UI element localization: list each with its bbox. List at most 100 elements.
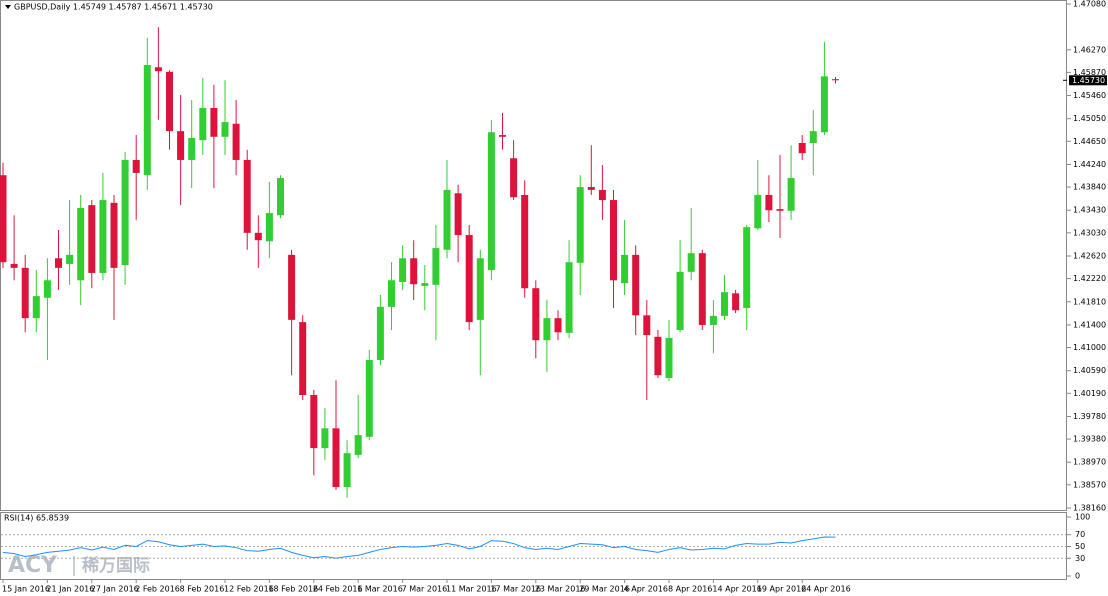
- candle-body: [798, 142, 806, 154]
- y-tick-label: 1.43030: [1073, 228, 1106, 237]
- y-tick-label: 1.44650: [1073, 137, 1106, 146]
- candle-body: [299, 322, 307, 395]
- x-tick-label: 23 Mar 2016: [535, 585, 586, 594]
- y-tick-label: 1.41810: [1073, 297, 1106, 306]
- rsi-title: RSI(14) 65.8539: [4, 514, 69, 523]
- candle-body: [776, 209, 784, 211]
- candle-body: [643, 315, 651, 336]
- current-price-label: 1.45730: [1072, 76, 1105, 85]
- candle-body: [321, 428, 329, 449]
- x-tick-label: 27 Jan 2016: [91, 585, 139, 594]
- y-tick-label: 1.45460: [1073, 91, 1106, 100]
- candle-body: [376, 306, 384, 360]
- candle-body: [632, 254, 640, 316]
- candle-body: [277, 178, 284, 216]
- candle-body: [499, 135, 506, 137]
- y-tick-label: 1.43430: [1073, 206, 1106, 215]
- candle-body: [332, 428, 340, 488]
- candle-body: [77, 207, 85, 281]
- candle-body: [410, 258, 418, 285]
- candle-body: [443, 189, 451, 250]
- candle-body: [598, 189, 606, 201]
- x-tick-label: 1 Mar 2016: [357, 585, 403, 594]
- candle-body: [476, 258, 484, 320]
- candle-body: [154, 67, 162, 72]
- x-tick-label: 29 Mar 2016: [579, 585, 630, 594]
- candle-body: [110, 202, 118, 268]
- candle-body: [254, 232, 262, 241]
- candle-body: [709, 315, 717, 325]
- candle-body: [665, 337, 673, 379]
- x-tick-label: 4 Apr 2016: [624, 585, 668, 594]
- watermark-brand: ACY: [8, 553, 58, 578]
- candle-body: [809, 131, 817, 143]
- chart-title: GBPUSD,Daily 1.45749 1.45787 1.45671 1.4…: [14, 3, 213, 12]
- candle-body: [399, 258, 407, 282]
- candle-body: [587, 187, 595, 190]
- candle-body: [743, 227, 751, 308]
- candle-body: [32, 296, 40, 319]
- candle-body: [765, 194, 773, 211]
- x-tick-label: 24 Apr 2016: [801, 585, 850, 594]
- y-tick-label: 1.39380: [1073, 435, 1106, 444]
- x-tick-label: 12 Feb 2016: [224, 585, 274, 594]
- y-tick-label: 1.46270: [1073, 45, 1106, 54]
- candle-body: [288, 254, 296, 320]
- menu-arrow[interactable]: [5, 5, 11, 9]
- candle-body: [832, 79, 839, 81]
- y-tick-label: 1.40190: [1073, 389, 1106, 398]
- candle-body: [610, 200, 617, 281]
- candle-body: [21, 267, 29, 319]
- candle-body: [188, 137, 196, 160]
- candle-body: [10, 263, 18, 268]
- main-pane: [0, 0, 1067, 511]
- candle-body: [521, 194, 529, 289]
- y-tick-label: 1.39780: [1073, 412, 1106, 421]
- candle-body: [754, 194, 762, 229]
- y-tick-label: 1.38160: [1073, 504, 1106, 513]
- candle-body: [55, 258, 62, 268]
- candle-body: [310, 394, 318, 449]
- y-tick-label: 70: [1075, 530, 1085, 539]
- candle-body: [43, 280, 51, 298]
- candle-body: [721, 292, 728, 316]
- candle-body: [0, 175, 7, 263]
- y-tick-label: 1.38570: [1073, 480, 1106, 489]
- y-tick-label: 1.41000: [1073, 343, 1106, 352]
- y-tick-label: 100: [1075, 513, 1090, 522]
- candle-body: [265, 213, 273, 242]
- x-tick-label: 14 Apr 2016: [712, 585, 761, 594]
- candle-body: [177, 131, 185, 160]
- candle-body: [232, 123, 240, 160]
- candle-body: [576, 187, 584, 263]
- y-tick-label: 1.41400: [1073, 320, 1106, 329]
- x-tick-label: 19 Apr 2016: [757, 585, 806, 594]
- candle-body: [388, 280, 395, 307]
- y-tick-label: 1.45870: [1073, 68, 1106, 77]
- candle-body: [465, 235, 473, 323]
- y-tick-label: 1.38970: [1073, 458, 1106, 467]
- candle-body: [132, 159, 140, 173]
- candle-body: [454, 193, 462, 236]
- x-tick-label: 18 Feb 2016: [268, 585, 318, 594]
- candle-body: [210, 107, 218, 137]
- y-tick-label: 50: [1075, 542, 1085, 551]
- candle-body: [99, 200, 107, 273]
- x-tick-label: 21 Jan 2016: [46, 585, 94, 594]
- x-tick-label: 7 Mar 2016: [402, 585, 448, 594]
- x-tick-label: 15 Jan 2016: [2, 585, 50, 594]
- x-tick-label: 2 Feb 2016: [135, 585, 180, 594]
- candle-body: [421, 283, 429, 286]
- y-tick-label: 1.44240: [1073, 160, 1106, 169]
- candle-body: [143, 65, 151, 176]
- candle-body: [354, 435, 362, 455]
- candle-body: [88, 205, 96, 273]
- y-tick-label: 0: [1075, 572, 1080, 581]
- y-tick-label: 1.42220: [1073, 274, 1106, 283]
- candle-body: [343, 453, 351, 488]
- candle-body: [565, 262, 573, 333]
- y-tick-label: 1.42620: [1073, 252, 1106, 261]
- candle-body: [676, 271, 684, 331]
- x-tick-label: 8 Apr 2016: [668, 585, 712, 594]
